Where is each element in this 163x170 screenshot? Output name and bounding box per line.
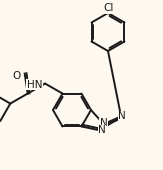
Text: HN: HN [27, 80, 42, 90]
Text: N: N [118, 111, 126, 121]
Text: N: N [98, 125, 106, 135]
Text: N: N [100, 118, 108, 128]
Text: O: O [12, 71, 21, 81]
Text: Cl: Cl [104, 3, 114, 13]
